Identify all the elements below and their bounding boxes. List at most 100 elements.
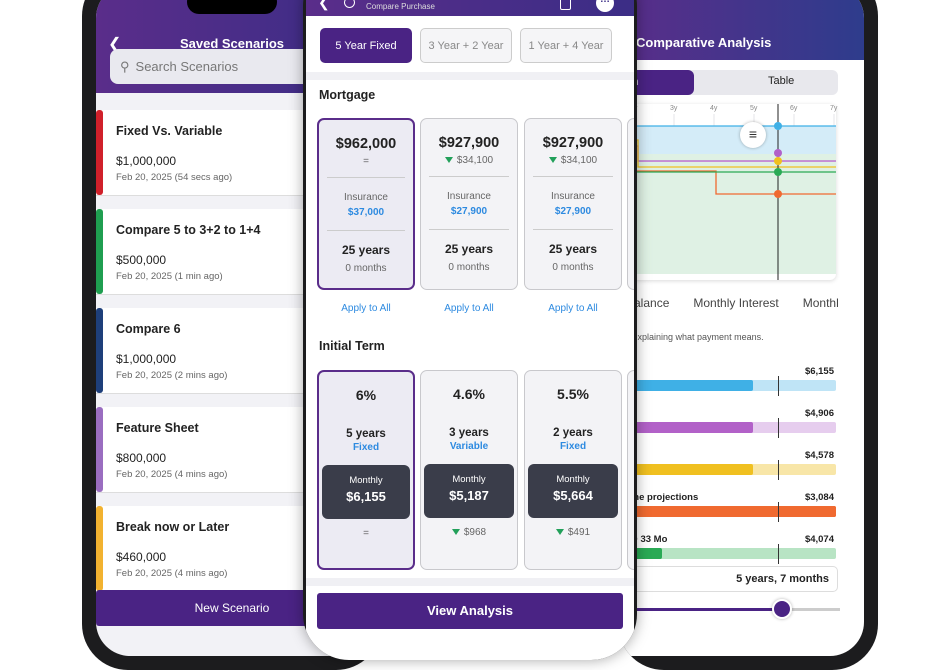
term-card-peek[interactable]	[627, 370, 634, 570]
row-value: $4,074	[804, 534, 834, 545]
table-tab[interactable]: Table	[768, 75, 795, 87]
row-marker	[778, 418, 779, 438]
tab-1-plus-4[interactable]: 1 Year + 4 Year	[520, 28, 612, 63]
mortgage-price: $962,000	[335, 136, 397, 152]
area-green	[618, 154, 836, 274]
amortization-months: 0 months	[552, 262, 594, 273]
tab-5-year-fixed[interactable]: 5 Year Fixed	[320, 28, 412, 63]
monthly-delta: $491	[525, 527, 621, 538]
term-type: Fixed	[559, 441, 587, 452]
back-chevron-icon[interactable]: ❮	[108, 36, 122, 53]
row-fill	[618, 464, 754, 475]
term-card[interactable]: 6% 5 years Fixed Monthly $6,155 =	[317, 370, 415, 570]
comparative-analysis-phone: Comparative Analysis aph Table 2y3y4y5y6…	[618, 0, 878, 670]
apply-to-all-link[interactable]: Apply to All	[341, 303, 391, 314]
scenario-amount: $800,000	[116, 451, 167, 465]
mortgage-title: Mortgage	[319, 88, 376, 102]
search-placeholder: Search Scenarios	[135, 59, 239, 74]
row-marker	[778, 544, 779, 564]
mortgage-price: $927,900	[542, 135, 604, 151]
payment-row: r $4,906	[618, 408, 836, 438]
row-marker	[778, 502, 779, 522]
slider-fill	[618, 608, 783, 611]
view-analysis-button[interactable]: View Analysis	[317, 593, 623, 629]
scenario-amount: $1,000,000	[116, 154, 177, 168]
scenario-color-bar	[96, 209, 103, 294]
down-arrow-icon	[555, 529, 564, 536]
header: ❮ Compare Purchase …	[306, 0, 634, 16]
initial-term-title: Initial Term	[319, 339, 385, 353]
slider-knob[interactable]	[772, 599, 793, 619]
more-icon[interactable]: …	[596, 0, 614, 12]
apply-to-all-link[interactable]: Apply to All	[548, 303, 598, 314]
scenario-title: Feature Sheet	[116, 421, 199, 435]
scenario-date: Feb 20, 2025 (1 min ago)	[116, 271, 223, 282]
scenario-date: Feb 20, 2025 (2 mins ago)	[116, 370, 228, 381]
monthly-label: Monthly	[556, 474, 590, 485]
cursor-dot-blue	[774, 122, 782, 130]
row-label: ei @ 33 Mo	[618, 534, 668, 545]
scenario-tabs: 5 Year Fixed 3 Year + 2 Year 1 Year + 4 …	[320, 28, 612, 63]
metric-tabs: Balance Monthly Interest Monthl	[626, 296, 839, 310]
term-years: 5 years	[346, 428, 386, 440]
analysis-screen: Comparative Analysis aph Table 2y3y4y5y6…	[618, 0, 864, 656]
tab-monthly[interactable]: Monthl	[802, 296, 839, 310]
row-track	[618, 376, 836, 396]
monthly-delta: $968	[421, 527, 517, 538]
subtitle: Compare Purchase	[366, 2, 435, 11]
term-rate: 6%	[355, 387, 377, 403]
term-rate: 4.6%	[453, 386, 485, 402]
comparison-graph: 2y3y4y5y6y7y	[618, 104, 837, 280]
row-value: $4,578	[804, 450, 834, 461]
down-arrow-icon	[451, 529, 460, 536]
scenario-title: Compare 6	[116, 322, 181, 336]
row-track	[618, 460, 836, 480]
mortgage-card[interactable]: $927,900 $34,100 Insurance $27,900 25 ye…	[420, 118, 518, 290]
term-card[interactable]: 4.6% 3 years Variable Monthly $5,187 $96…	[420, 370, 518, 570]
cursor-dot-yellow	[774, 157, 782, 165]
insurance-label: Insurance	[447, 191, 491, 202]
insurance-value: $37,000	[347, 207, 385, 218]
mortgage-card[interactable]: $927,900 $34,100 Insurance $27,900 25 ye…	[524, 118, 622, 290]
divider	[306, 578, 634, 586]
apply-to-all-link[interactable]: Apply to All	[444, 303, 494, 314]
compare-screen: ❮ Compare Purchase … 5 Year Fixed 3 Year…	[306, 0, 634, 660]
share-icon[interactable]	[560, 0, 571, 10]
row-value: $6,155	[804, 366, 834, 377]
scenario-amount: $460,000	[116, 550, 167, 564]
scenario-title: Compare 5 to 3+2 to 1+4	[116, 223, 261, 237]
scenario-date: Feb 20, 2025 (4 mins ago)	[116, 469, 228, 480]
tab-monthly-interest[interactable]: Monthly Interest	[693, 296, 779, 310]
cursor-dot-orange	[774, 190, 782, 198]
explanation-text: ext explaining what payment means.	[618, 332, 764, 342]
scenario-color-bar	[96, 110, 103, 195]
duration-slider[interactable]	[618, 599, 840, 619]
payment-row: r $4,578	[618, 450, 836, 480]
term-type: Fixed	[352, 442, 380, 453]
monthly-delta: =	[363, 528, 369, 539]
monthly-payment-box: Monthly $6,155	[322, 465, 410, 519]
row-fill	[618, 380, 754, 391]
row-marker	[778, 376, 779, 396]
monthly-value: $5,664	[553, 488, 593, 503]
scenario-color-bar	[96, 506, 103, 591]
search-icon: ⚲	[120, 58, 130, 74]
divider	[306, 72, 634, 80]
page-title: Saved Scenarios	[179, 36, 285, 51]
scenario-title: Fixed Vs. Variable	[116, 124, 223, 138]
area-blue	[618, 126, 836, 157]
mortgage-card[interactable]: $962,000 = Insurance $37,000 25 years 0 …	[317, 118, 415, 290]
term-card[interactable]: 5.5% 2 years Fixed Monthly $5,664 $491	[524, 370, 622, 570]
tab-3-plus-2[interactable]: 3 Year + 2 Year	[420, 28, 512, 63]
menu-icon[interactable]: ≡	[740, 122, 766, 148]
status-circle-icon	[344, 0, 355, 8]
mortgage-delta: =	[363, 156, 369, 167]
scenario-title: Break now or Later	[116, 520, 230, 534]
mortgage-card-peek[interactable]	[627, 118, 634, 290]
row-label: Prime projections	[618, 492, 699, 503]
back-chevron-icon[interactable]: ❮	[318, 0, 330, 10]
scenario-amount: $1,000,000	[116, 352, 177, 366]
amortization-years: 25 years	[548, 242, 598, 256]
scenario-date: Feb 20, 2025 (54 secs ago)	[116, 172, 233, 183]
dynamic-island	[187, 0, 277, 14]
